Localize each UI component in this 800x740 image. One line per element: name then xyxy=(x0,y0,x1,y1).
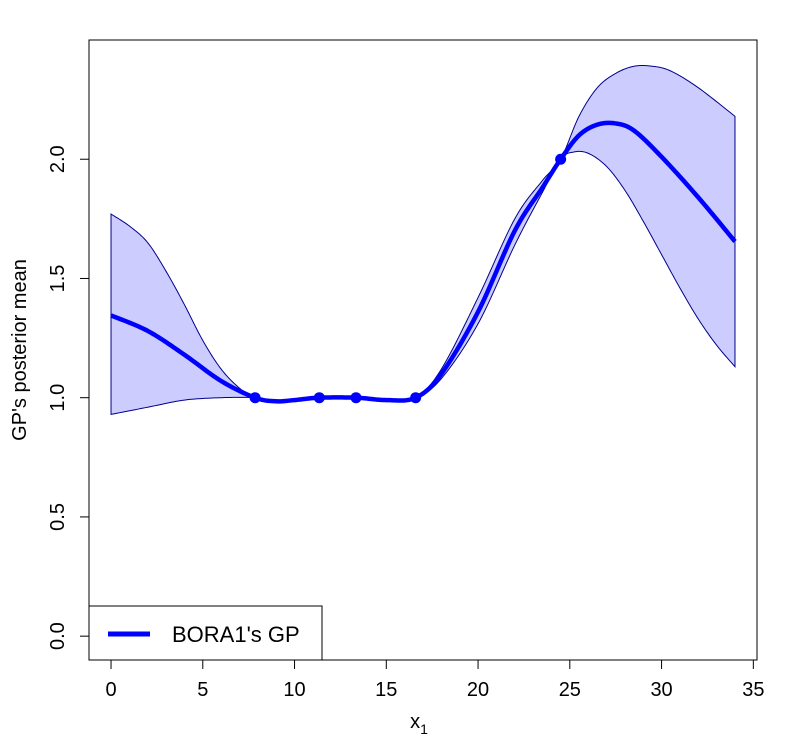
y-axis: 0.0 0.5 1.0 1.5 2.0 xyxy=(47,145,90,650)
observation-point xyxy=(313,392,325,404)
y-axis-title: GP's posterior mean xyxy=(9,259,31,441)
x-axis-title: x1 xyxy=(410,711,428,737)
x-tick-label: 30 xyxy=(650,679,672,701)
y-tick-label: 1.5 xyxy=(47,265,69,293)
y-tick-label: 1.0 xyxy=(47,384,69,412)
legend-label: BORA1's GP xyxy=(172,622,300,647)
x-tick-label: 15 xyxy=(375,679,397,701)
x-axis: 0 5 10 15 20 25 30 35 xyxy=(105,659,764,701)
x-tick-label: 25 xyxy=(559,679,581,701)
y-tick-label: 0.5 xyxy=(47,503,69,531)
x-tick-label: 10 xyxy=(283,679,305,701)
y-tick-label: 2.0 xyxy=(47,145,69,173)
legend: BORA1's GP xyxy=(88,605,323,661)
observation-point xyxy=(555,153,567,165)
observation-point xyxy=(410,392,422,404)
x-tick-label: 5 xyxy=(197,679,208,701)
x-tick-label: 35 xyxy=(742,679,764,701)
y-tick-label: 0.0 xyxy=(47,622,69,650)
posterior-mean-line xyxy=(110,120,737,404)
x-tick-label: 0 xyxy=(105,679,116,701)
observation-point xyxy=(350,392,362,404)
observation-point xyxy=(249,392,261,404)
x-tick-label: 20 xyxy=(467,679,489,701)
mean-line-layer xyxy=(110,120,737,404)
confidence-band-layer xyxy=(110,64,736,415)
confidence-band xyxy=(110,64,736,415)
observation-points-layer xyxy=(249,153,567,404)
